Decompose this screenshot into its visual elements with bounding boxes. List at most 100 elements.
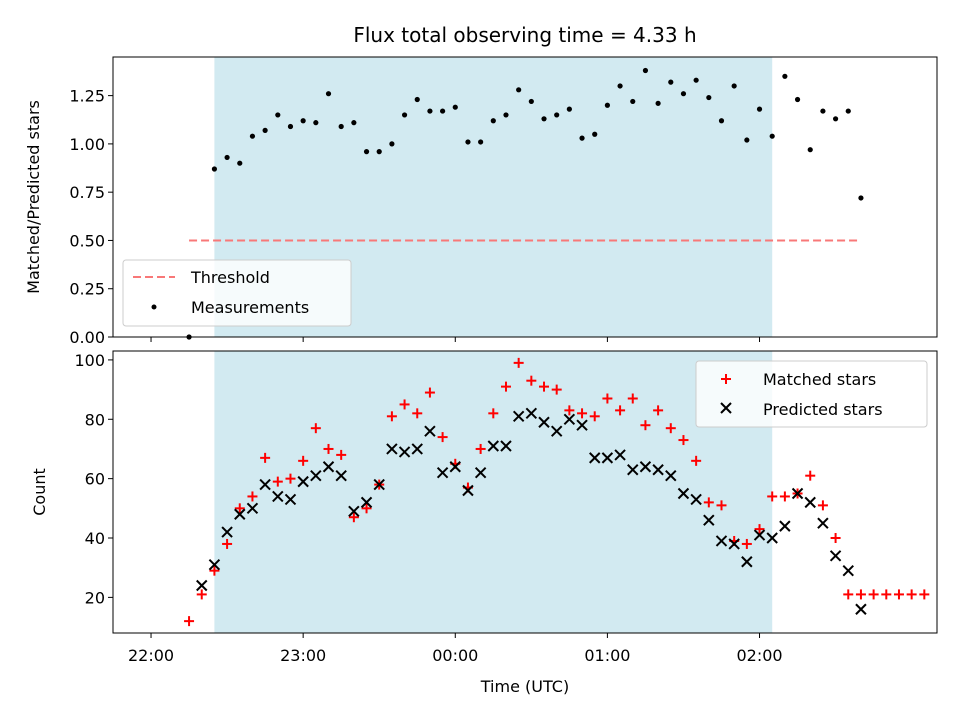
- matched-star-point: [817, 500, 828, 511]
- matched-star-point: [272, 476, 283, 487]
- matched-star-point: [234, 503, 245, 514]
- predicted-star-point: [791, 487, 804, 500]
- predicted-star-point: [398, 446, 411, 458]
- measurement-point: [845, 108, 851, 114]
- measurement-point: [465, 139, 471, 145]
- predicted-star-point: [576, 419, 588, 431]
- predicted-star-point: [449, 461, 461, 473]
- matched-star-point: [500, 381, 511, 392]
- matched-star-point: [488, 408, 499, 419]
- bottom-y-tick-label: 60: [85, 470, 105, 489]
- measurement-point: [300, 118, 306, 124]
- matched-star-point: [399, 399, 410, 410]
- predicted-star-point: [196, 579, 208, 592]
- bottom-plot-frame: [112, 350, 938, 634]
- measurement-point: [401, 112, 408, 118]
- matched-star-point: [564, 405, 575, 416]
- predicted-star-point: [779, 520, 791, 532]
- predicted-star-point: [411, 443, 423, 455]
- predicted-star-point: [741, 556, 753, 568]
- matched-star-point: [260, 452, 271, 463]
- predicted-star-point: [221, 526, 233, 538]
- measurement-point: [503, 112, 509, 118]
- matched-star-point: [893, 589, 904, 600]
- measurement-point: [630, 98, 636, 105]
- predicted-star-point: [639, 461, 652, 473]
- matched-star-point: [526, 375, 537, 386]
- matched-star-point: [577, 408, 588, 419]
- matched-star-point: [653, 405, 664, 416]
- measurement-point: [313, 120, 319, 126]
- measurement-point: [351, 120, 357, 126]
- matched-star-point: [843, 589, 854, 600]
- matched-star-point: [437, 432, 448, 443]
- matched-star-point: [716, 500, 727, 511]
- measurement-point: [478, 139, 484, 145]
- measurement-point: [807, 147, 813, 153]
- measurement-point: [655, 100, 661, 106]
- matched-star-point: [881, 589, 892, 600]
- predicted-star-point: [728, 538, 740, 550]
- measurement-point: [693, 77, 699, 83]
- matched-star-point: [386, 411, 397, 422]
- measurement-point: [794, 96, 801, 103]
- matched-star-point: [868, 589, 879, 600]
- matched-star-point: [412, 408, 423, 419]
- measurement-point: [680, 91, 687, 97]
- matched-star-point: [196, 589, 207, 600]
- top-legend: Threshold Measurements: [122, 259, 352, 327]
- predicted-star-point: [500, 440, 512, 452]
- legend-matched-swatch: [721, 374, 731, 384]
- measurement-point: [414, 96, 420, 103]
- predicted-star-point: [487, 440, 500, 452]
- measurement-point: [820, 108, 826, 114]
- bottom-y-tick-label: 100: [74, 351, 105, 370]
- top-y-tick-label: 0.50: [69, 231, 105, 250]
- matched-star-point: [551, 384, 562, 395]
- matched-star-point: [754, 524, 765, 535]
- predicted-star-point: [665, 469, 677, 482]
- bottom-panel: 20 40 60 80 100 22:00 23:00 00:00 01:00 02:00 Ti…: [30, 350, 938, 696]
- measurement-point: [528, 98, 534, 105]
- predicted-star-point: [589, 452, 601, 464]
- predicted-star-point: [842, 564, 854, 577]
- predicted-star-point: [348, 505, 360, 518]
- chart-title: Flux total observing time = 4.33 h: [353, 23, 696, 47]
- measurement-point: [516, 87, 522, 93]
- measurement-point: [769, 133, 775, 139]
- x-tick-label: 00:00: [432, 646, 478, 665]
- matched-star-point: [348, 512, 359, 523]
- top-y-axis-label: Matched/Predicted stars: [24, 100, 43, 294]
- measurement-point: [237, 160, 243, 166]
- measurement-point: [363, 149, 370, 155]
- matched-star-point: [209, 565, 220, 576]
- bottom-y-tick-label: 20: [85, 588, 105, 607]
- predicted-star-point: [284, 493, 297, 506]
- measurement-point: [744, 137, 750, 143]
- measurement-point: [427, 108, 433, 114]
- matched-star-point: [298, 455, 309, 466]
- measurement-point: [718, 118, 725, 124]
- predicted-star-point: [538, 416, 550, 428]
- predicted-star-point: [703, 514, 715, 526]
- measurement-point: [756, 106, 763, 112]
- matched-star-point: [741, 538, 752, 549]
- legend-predicted-swatch: [720, 402, 732, 414]
- matched-star-point: [539, 381, 550, 392]
- measurement-point: [287, 123, 294, 130]
- matched-star-point: [247, 491, 258, 502]
- measurement-point: [452, 104, 458, 110]
- matched-star-point: [310, 423, 321, 434]
- predicted-star-point: [677, 487, 690, 500]
- predicted-star-point: [855, 603, 867, 615]
- top-y-tick-label: 0.00: [69, 328, 105, 347]
- measurement-point: [782, 73, 788, 79]
- predicted-star-point: [753, 529, 766, 541]
- matched-star-point: [640, 420, 651, 431]
- measurement-point: [858, 195, 864, 201]
- matched-star-point: [424, 387, 435, 398]
- predicted-star-point: [335, 469, 347, 482]
- matched-star-point: [703, 497, 714, 508]
- matched-star-point: [361, 503, 372, 514]
- matched-star-point: [906, 589, 917, 600]
